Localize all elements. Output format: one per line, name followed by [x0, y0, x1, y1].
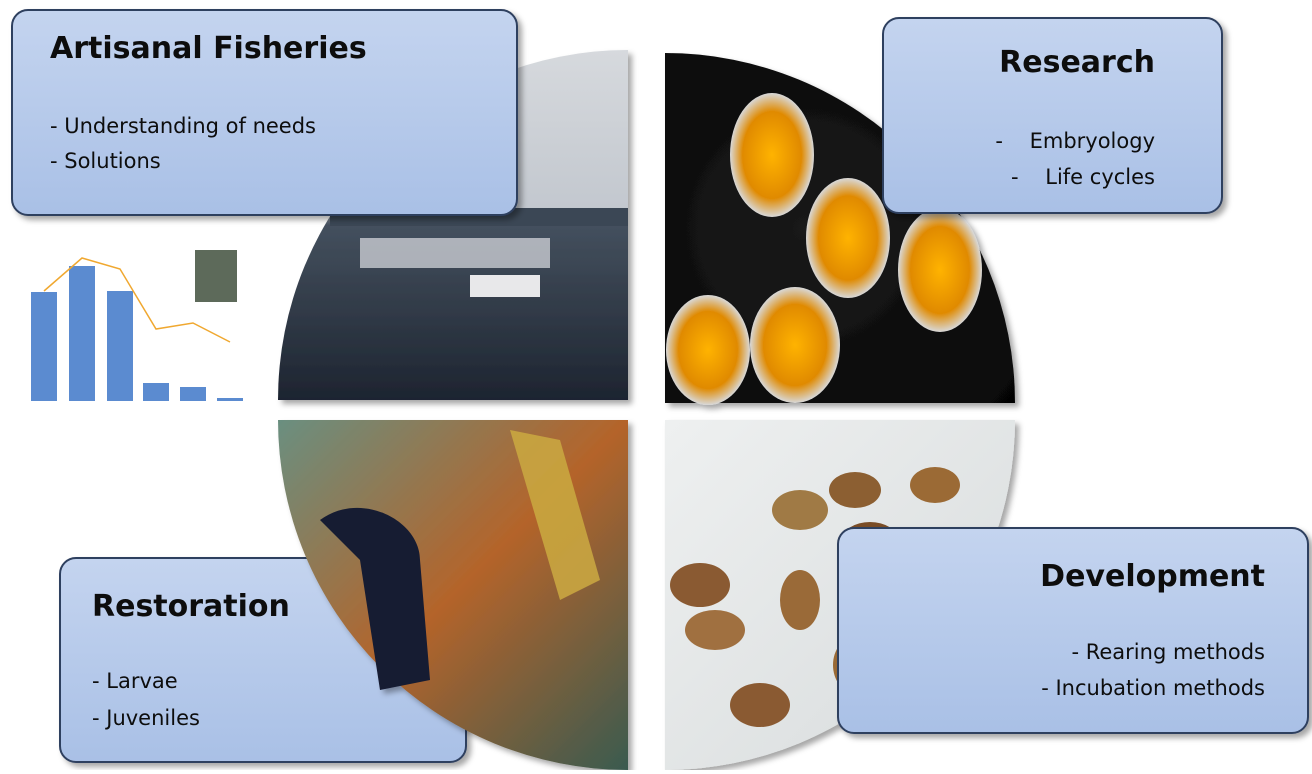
box-item: - Solutions [50, 149, 161, 173]
box-title: Development [1040, 559, 1265, 594]
box-title: Restoration [92, 589, 290, 624]
slide: Artisanal Fisheries - Understanding of n… [0, 0, 1312, 770]
box-item: - Life cycles [1011, 165, 1155, 189]
box-item: - Larvae [92, 669, 178, 693]
box-title: Research [999, 45, 1155, 80]
box-item: - Incubation methods [1041, 676, 1265, 700]
box-item: - Embryology [995, 129, 1155, 153]
box-item: - Rearing methods [1071, 640, 1265, 664]
box-title: Artisanal Fisheries [50, 31, 367, 66]
box-item: - Juveniles [92, 706, 200, 730]
box-item: - Understanding of needs [50, 114, 316, 138]
thumbnail-chart [10, 240, 270, 410]
